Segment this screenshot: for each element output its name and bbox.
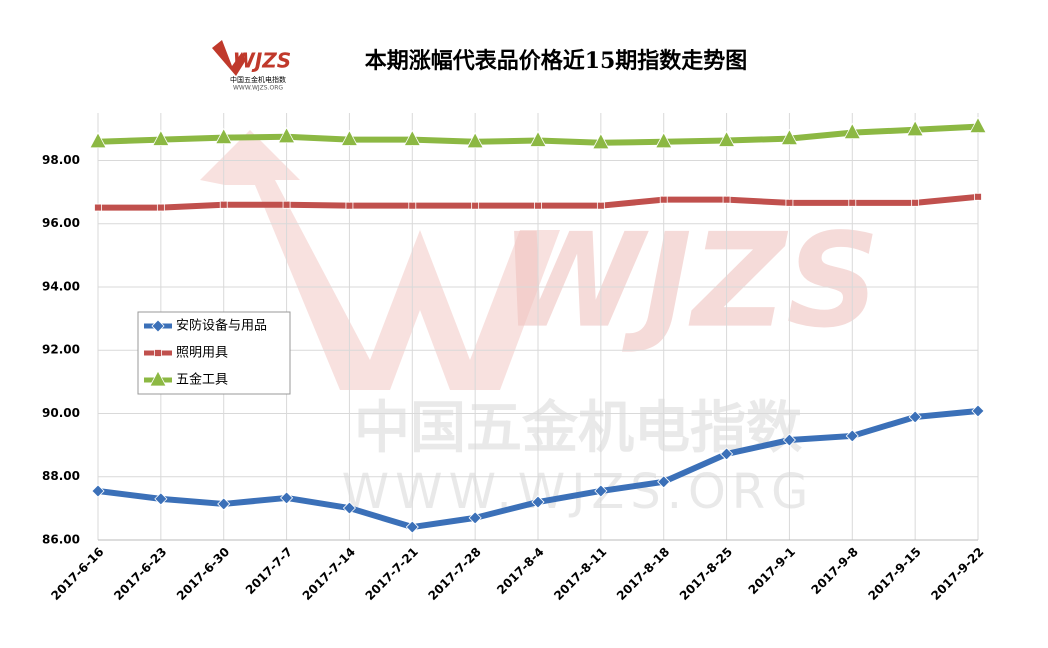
marker [149, 370, 167, 387]
marker [340, 129, 359, 146]
x-tick-label: 2017-9-22 [928, 545, 986, 603]
marker [722, 195, 731, 204]
marker [720, 447, 734, 461]
y-tick-label: 92.00 [42, 343, 80, 357]
marker [91, 484, 105, 498]
legend-label: 照明用具 [176, 346, 228, 361]
marker [217, 497, 231, 511]
marker [466, 131, 484, 149]
x-tick-label: 2017-6-30 [174, 545, 232, 603]
marker [403, 129, 421, 146]
y-tick-label: 98.00 [42, 153, 80, 167]
marker [657, 475, 671, 489]
marker [848, 198, 857, 207]
marker [780, 128, 799, 146]
marker [282, 200, 291, 209]
marker [782, 433, 796, 447]
marker [408, 201, 417, 210]
x-tick-label: 2017-7-28 [425, 545, 483, 603]
marker [156, 203, 165, 212]
legend-label: 五金工具 [176, 372, 228, 388]
marker [906, 119, 924, 137]
marker [94, 203, 102, 212]
marker [596, 201, 605, 210]
x-tick-label: 2017-6-23 [111, 545, 169, 603]
y-tick-label: 86.00 [42, 533, 80, 547]
x-tick-label: 2017-8-4 [494, 545, 546, 597]
marker [152, 129, 170, 146]
x-tick-label: 2017-8-18 [614, 545, 672, 603]
marker [471, 201, 480, 210]
marker [154, 349, 162, 357]
x-tick-label: 2017-9-1 [746, 545, 798, 597]
x-tick-label: 2017-6-16 [48, 545, 106, 603]
marker [785, 198, 794, 207]
marker [969, 116, 987, 134]
marker [468, 511, 482, 525]
marker [151, 319, 165, 333]
marker [531, 495, 545, 509]
marker [843, 122, 861, 140]
logo-name: 中国五金机电指数 [230, 75, 286, 84]
logo-arrow [212, 40, 246, 76]
marker [974, 192, 982, 201]
marker [277, 126, 296, 144]
y-tick-label: 88.00 [42, 469, 80, 483]
marker [534, 201, 542, 210]
watermark-url: WWW.WJZS.ORG [342, 464, 815, 520]
chart-title: 本期涨幅代表品价格近15期指数走势图 [365, 48, 748, 74]
marker [529, 130, 547, 147]
x-tick-label: 2017-8-25 [677, 545, 735, 603]
x-tick-label: 2017-9-8 [809, 545, 861, 597]
y-tick-label: 94.00 [42, 279, 80, 293]
y-tick-label: 96.00 [42, 216, 80, 230]
marker [655, 131, 673, 149]
marker [154, 492, 168, 506]
marker [342, 501, 356, 515]
marker [215, 127, 233, 145]
marker [717, 130, 736, 147]
x-tick-label: 2017-7-7 [243, 545, 295, 597]
x-tick-label: 2017-8-11 [551, 545, 609, 603]
marker [592, 132, 610, 150]
marker [971, 404, 985, 418]
marker [219, 200, 228, 209]
y-tick-label: 90.00 [42, 406, 80, 420]
marker [345, 201, 354, 210]
marker [280, 491, 294, 505]
logo-url: WWW.WJZS.ORG [233, 85, 283, 92]
marker [89, 131, 107, 149]
marker [845, 429, 859, 443]
x-tick-label: 2017-7-21 [363, 545, 421, 603]
marker [405, 520, 419, 534]
x-tick-label: 2017-9-15 [865, 545, 923, 603]
watermark-arrow [200, 130, 560, 390]
watermark: WJZS 中国五金机电指数 WWW.WJZS.ORG [200, 130, 880, 520]
x-tick-label: 2017-7-14 [300, 545, 358, 603]
marker [908, 410, 922, 424]
logo: WJZS 中国五金机电指数 WWW.WJZS.ORG [212, 40, 291, 92]
marker [659, 195, 668, 204]
legend-label: 安防设备与用品 [176, 318, 267, 334]
marker [911, 198, 920, 207]
logo-mark: WJZS [233, 49, 291, 73]
watermark-mark: WJZS [500, 205, 880, 357]
marker [594, 484, 608, 498]
